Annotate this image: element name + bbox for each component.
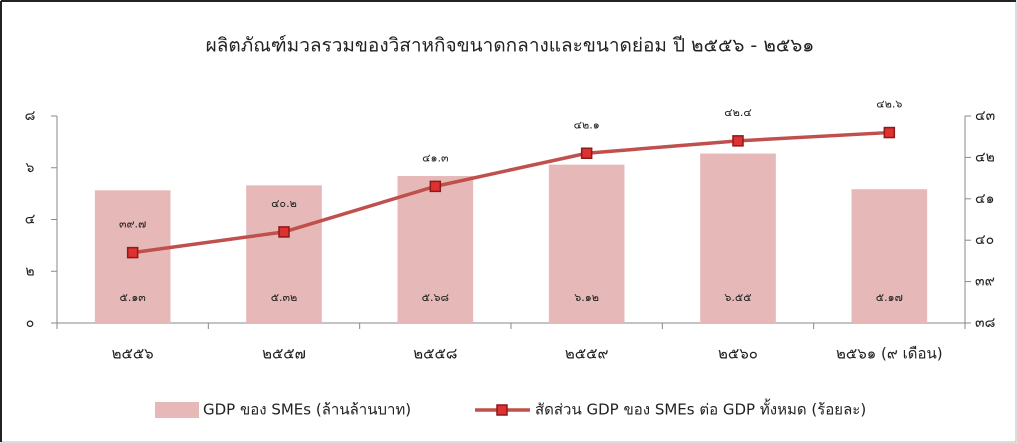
y-tick-label: ๘: [25, 108, 36, 124]
y-tick-label: ๒: [25, 263, 34, 279]
legend-marker: [496, 404, 508, 416]
x-tick-label: ๒๕๕๖: [112, 345, 154, 363]
legend-label: สัดส่วน GDP ของ SMEs ต่อ GDP ทั้งหมด (ร้…: [535, 399, 866, 419]
bar: [851, 189, 928, 323]
bar-label: ๕.๖๘: [422, 291, 449, 304]
bar-label: ๖.๑๒: [574, 291, 599, 304]
chart-title: ผลิตภัณฑ์มวลรวมของวิสาหกิจขนาดกลางและขนา…: [206, 35, 815, 57]
line-label: ๔๐.๒: [271, 197, 297, 210]
bar: [246, 185, 322, 323]
legend-swatch: [155, 402, 199, 418]
line-label: ๔๑.๓: [422, 151, 448, 164]
line-marker: [883, 126, 896, 139]
bar: [397, 176, 474, 323]
y-tick-label: ๖: [26, 160, 35, 176]
y2-tick-label: ๓๘: [975, 315, 995, 331]
line-marker: [732, 135, 744, 147]
legend-label: GDP ของ SMEs (ล้านล้านบาท): [203, 401, 411, 419]
line-marker: [278, 226, 290, 238]
y2-tick-label: ๔๐: [975, 232, 994, 248]
line-marker: [580, 147, 593, 160]
bar-label: ๖.๕๕: [724, 291, 751, 304]
x-tick-label: ๒๕๕๗: [262, 345, 306, 363]
line-label: ๔๒.๑: [574, 118, 600, 131]
line-marker: [429, 180, 442, 193]
x-tick-label: ๒๕๕๙: [565, 345, 609, 363]
line-label: ๔๒.๖: [876, 98, 902, 111]
line-marker: [126, 246, 139, 259]
y-tick-label: ๔: [25, 212, 36, 228]
line: [132, 130, 890, 255]
bar: [548, 164, 625, 323]
line-label: ๓๙.๗: [119, 218, 146, 231]
y2-tick-label: ๔๓: [975, 108, 995, 124]
bar-label: ๕.๓๒: [271, 291, 298, 304]
y2-tick-label: ๔๒: [975, 149, 995, 165]
y-tick-label: ๐: [26, 315, 35, 331]
bar-label: ๕.๑๗: [876, 291, 903, 304]
x-tick-label: ๒๕๖๐: [718, 345, 758, 363]
y2-tick-label: ๓๙: [975, 274, 995, 290]
x-tick-label: ๒๕๕๘: [413, 345, 457, 363]
bar-label: ๕.๑๓: [120, 291, 146, 304]
y2-tick-label: ๔๑: [975, 191, 994, 207]
bar: [700, 153, 776, 323]
x-tick-label: ๒๕๖๑ (๙ เดือน): [836, 345, 943, 363]
line-label: ๔๒.๔: [724, 106, 751, 119]
